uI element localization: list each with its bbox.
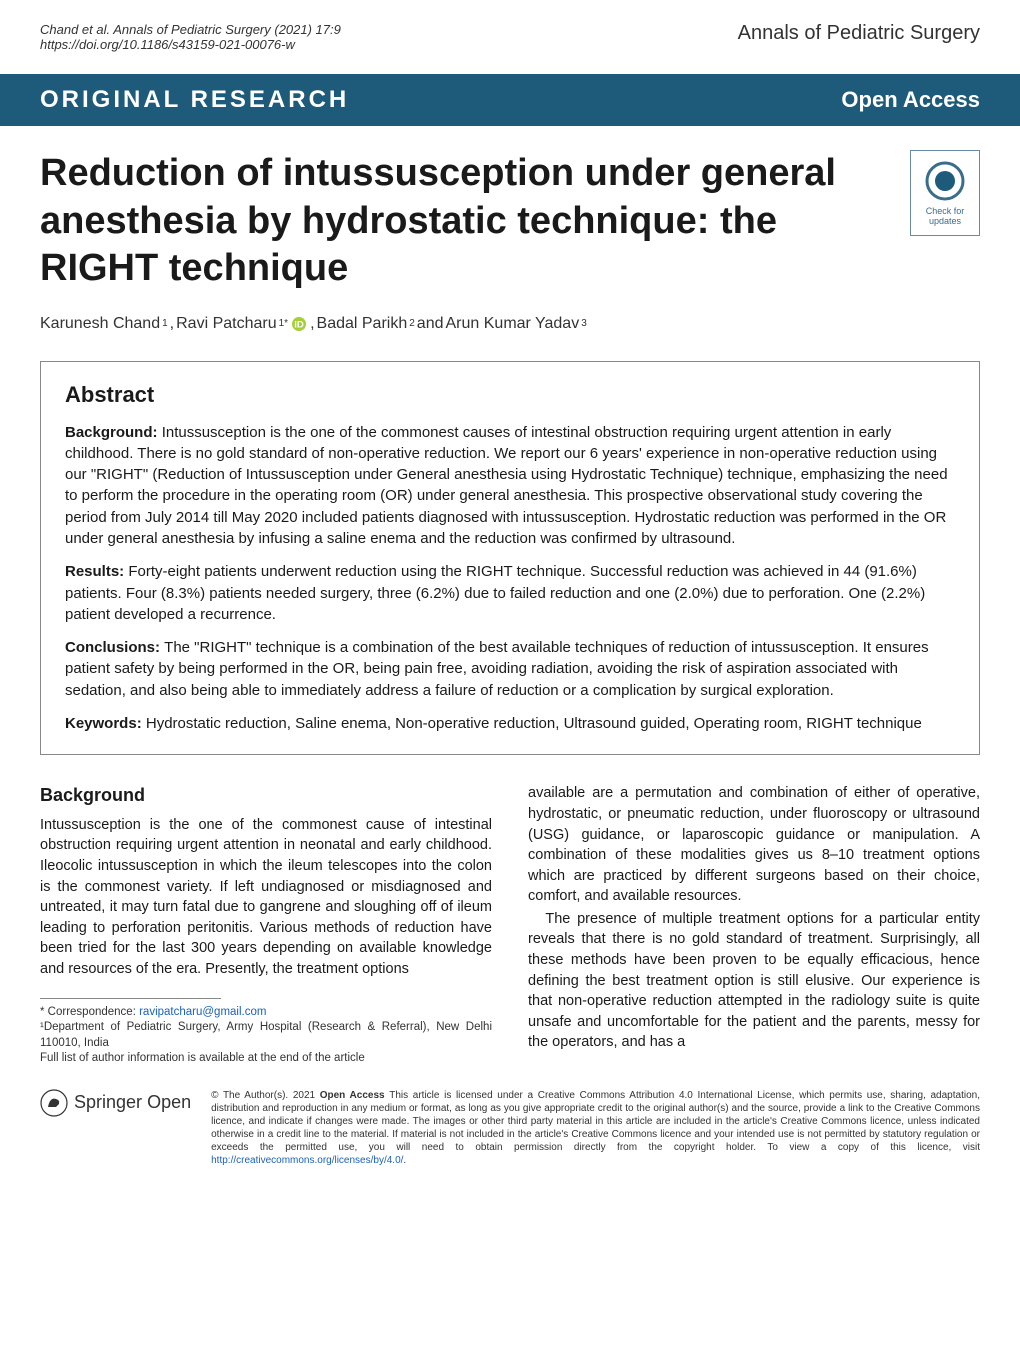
body-columns: Background Intussusception is the one of… [40,783,980,1066]
article-title: Reduction of intussusception under gener… [40,150,890,293]
section-label: ORIGINAL RESEARCH [40,86,349,114]
badge-line2: updates [929,216,961,226]
journal-name: Annals of Pediatric Surgery [738,22,980,45]
author-affil-sup: 1* [279,318,288,329]
abs-label: Background: [65,424,162,441]
author-affil-sup: 3 [581,318,587,329]
license-row: Springer Open © The Author(s). 2021 Open… [40,1089,980,1167]
section-heading: Background [40,783,492,809]
check-for-updates-badge[interactable]: Check for updates [910,150,980,236]
abs-label: Conclusions: [65,639,164,656]
footnotes: * Correspondence: ravipatcharu@gmail.com… [40,1005,492,1067]
author-affil-sup: 2 [409,318,415,329]
abs-label: Keywords: [65,715,146,732]
author-affil-sup: 1 [162,318,168,329]
author-list: Karunesh Chand1, Ravi Patcharu1* iD , Ba… [40,315,980,333]
abs-label: Results: [65,563,128,580]
article-type-banner: ORIGINAL RESEARCH Open Access [0,74,1020,126]
open-access-bold: Open Access [320,1090,390,1101]
abstract-heading: Abstract [65,382,955,408]
author-name: Ravi Patcharu [176,315,277,333]
main-content: Reduction of intussusception under gener… [0,126,1020,1197]
abs-text: Intussusception is the one of the common… [65,424,948,547]
affiliation-line: ¹Department of Pediatric Surgery, Army H… [40,1020,492,1051]
svg-text:iD: iD [294,319,304,330]
orcid-icon[interactable]: iD [292,317,306,331]
abs-text: Forty-eight patients underwent reduction… [65,563,925,623]
column-left: Background Intussusception is the one of… [40,783,492,1066]
author-name: Arun Kumar Yadav [446,315,580,333]
springer-brand: Springer Open [74,1092,191,1113]
title-row: Reduction of intussusception under gener… [40,150,980,293]
body-paragraph: The presence of multiple treatment optio… [528,909,980,1053]
springer-horse-icon [40,1089,68,1117]
column-right: available are a permutation and combinat… [528,783,980,1066]
footnote-divider [40,998,221,999]
body-paragraph: available are a permutation and combinat… [528,783,980,906]
author-sep: , [310,315,314,333]
abstract-results: Results: Forty-eight patients underwent … [65,561,955,625]
correspondence-line: * Correspondence: ravipatcharu@gmail.com [40,1005,492,1021]
springer-open-logo: Springer Open [40,1089,191,1117]
author-name: Badal Parikh [317,315,408,333]
corr-email-link[interactable]: ravipatcharu@gmail.com [139,1006,266,1018]
author-name: Karunesh Chand [40,315,160,333]
license-period: . [403,1155,406,1166]
corr-label: * Correspondence: [40,1006,139,1018]
doi-line: https://doi.org/10.1186/s43159-021-00076… [40,37,341,52]
open-access-label: Open Access [841,87,980,113]
author-sep: and [417,315,444,333]
license-link[interactable]: http://creativecommons.org/licenses/by/4… [211,1155,403,1166]
body-paragraph: Intussusception is the one of the common… [40,815,492,980]
author-info-note: Full list of author information is avail… [40,1051,492,1067]
citation-block: Chand et al. Annals of Pediatric Surgery… [40,22,341,52]
abstract-box: Abstract Background: Intussusception is … [40,361,980,756]
abs-text: The "RIGHT" technique is a combination o… [65,639,929,699]
badge-line1: Check for [926,206,965,216]
author-sep: , [170,315,174,333]
copyright-prefix: © The Author(s). 2021 [211,1090,320,1101]
abs-text: Hydrostatic reduction, Saline enema, Non… [146,715,922,732]
license-text: © The Author(s). 2021 Open Access This a… [211,1089,980,1167]
citation-line: Chand et al. Annals of Pediatric Surgery… [40,22,341,37]
abstract-background: Background: Intussusception is the one o… [65,422,955,550]
abstract-keywords: Keywords: Hydrostatic reduction, Saline … [65,713,955,734]
running-header: Chand et al. Annals of Pediatric Surgery… [0,0,1020,56]
abstract-conclusions: Conclusions: The "RIGHT" technique is a … [65,637,955,701]
check-updates-icon [924,160,966,202]
